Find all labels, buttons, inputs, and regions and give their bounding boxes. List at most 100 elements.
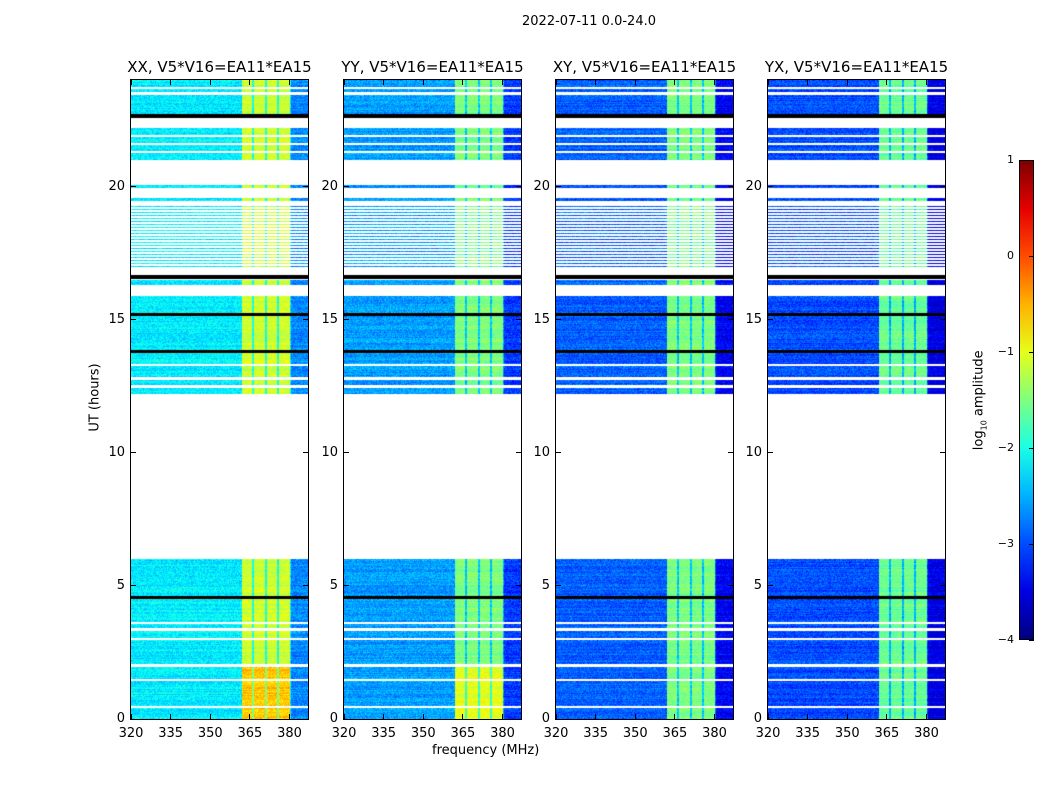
x-tick-mark xyxy=(555,80,557,85)
y-tick-mark xyxy=(728,186,733,187)
y-tick-mark xyxy=(556,186,561,187)
colorbar-tick-mark xyxy=(1029,448,1034,449)
x-tick-mark xyxy=(170,714,172,719)
x-tick-label: 380 xyxy=(702,726,727,741)
x-tick-mark xyxy=(886,80,888,85)
x-tick-label: 365 xyxy=(662,726,688,741)
colorbar-label-log: log xyxy=(971,430,987,451)
y-tick-mark xyxy=(131,718,136,720)
y-tick-mark xyxy=(728,452,733,454)
x-tick-label: 350 xyxy=(622,726,648,741)
x-tick-mark xyxy=(289,714,290,719)
colorbar-tick-label: 1 xyxy=(1007,153,1014,166)
y-tick-label: 0 xyxy=(116,711,125,726)
x-tick-label: 380 xyxy=(490,726,515,741)
colorbar-tick-label: −1 xyxy=(997,345,1014,358)
y-tick-mark xyxy=(303,319,308,321)
y-tick-mark xyxy=(344,452,349,454)
panel-title: XX, V5*V16=EA11*EA15 xyxy=(127,58,312,76)
x-tick-mark xyxy=(249,714,251,719)
y-tick-mark xyxy=(131,186,136,187)
y-tick-mark xyxy=(516,186,521,187)
y-tick-mark xyxy=(940,718,945,720)
x-tick-mark xyxy=(343,714,345,719)
x-tick-mark xyxy=(422,80,424,85)
x-tick-mark xyxy=(767,80,769,85)
x-tick-label: 320 xyxy=(118,726,144,741)
y-tick-mark xyxy=(303,452,308,454)
y-axis-label: UT (hours) xyxy=(87,363,103,432)
x-tick-mark xyxy=(170,80,172,85)
y-tick-label: 15 xyxy=(108,311,125,327)
y-tick-label: 0 xyxy=(541,711,550,726)
colorbar-label: log10 amplitude xyxy=(972,340,989,460)
y-tick-mark xyxy=(728,319,733,321)
y-tick-mark xyxy=(556,718,561,720)
heatmap-panel-yx: YX, V5*V16=EA11*EA15 0 5 10 15 20 320 335 350 365… xyxy=(745,58,948,741)
heatmap-panel-xy: XY, V5*V16=EA11*EA15 0 5 10 15 20 320 335 350 365… xyxy=(533,58,736,741)
x-tick-mark xyxy=(130,80,132,85)
x-tick-mark xyxy=(383,714,385,719)
x-tick-label: 380 xyxy=(277,726,302,741)
y-tick-label: 5 xyxy=(116,577,125,593)
x-tick-mark xyxy=(714,80,715,85)
y-tick-label: 20 xyxy=(533,178,550,194)
y-tick-label: 10 xyxy=(321,444,338,460)
y-tick-label: 15 xyxy=(533,311,550,327)
x-tick-mark xyxy=(714,714,715,719)
y-tick-mark xyxy=(516,585,521,587)
heatmap-image xyxy=(344,80,521,719)
x-tick-mark xyxy=(595,80,597,85)
x-tick-mark xyxy=(634,80,636,85)
x-tick-label: 365 xyxy=(237,726,263,741)
x-tick-mark xyxy=(886,714,888,719)
x-tick-label: 350 xyxy=(410,726,436,741)
y-tick-mark xyxy=(768,319,773,321)
colorbar-tick-label: −2 xyxy=(997,441,1014,454)
x-tick-label: 335 xyxy=(795,726,821,741)
x-tick-label: 320 xyxy=(543,726,569,741)
x-tick-label: 350 xyxy=(197,726,223,741)
figure-title: 2022-07-11 0.0-24.0 xyxy=(522,14,656,29)
y-tick-label: 10 xyxy=(108,444,125,460)
heatmap-image xyxy=(131,80,308,719)
y-tick-label: 0 xyxy=(329,711,338,726)
y-tick-mark xyxy=(768,585,773,587)
x-tick-mark xyxy=(249,80,251,85)
x-tick-mark xyxy=(462,80,464,85)
x-tick-mark xyxy=(846,80,848,85)
y-tick-label: 15 xyxy=(745,311,762,327)
y-tick-mark xyxy=(344,319,349,321)
heatmap-image xyxy=(768,80,945,719)
x-tick-mark xyxy=(634,714,636,719)
y-tick-label: 20 xyxy=(745,178,762,194)
y-tick-label: 15 xyxy=(321,311,338,327)
x-tick-mark xyxy=(130,714,132,719)
x-tick-label: 350 xyxy=(834,726,860,741)
colorbar-tick-label: −4 xyxy=(997,633,1014,646)
y-tick-mark xyxy=(940,319,945,321)
x-tick-label: 335 xyxy=(583,726,609,741)
x-tick-mark xyxy=(422,714,424,719)
y-tick-label: 5 xyxy=(329,577,338,593)
y-tick-mark xyxy=(303,186,308,187)
colorbar-tick-mark xyxy=(1029,640,1034,641)
y-tick-mark xyxy=(768,186,773,187)
y-tick-label: 0 xyxy=(753,711,762,726)
y-tick-mark xyxy=(303,718,308,720)
y-tick-mark xyxy=(131,319,136,321)
heatmap-panel-yy: YY, V5*V16=EA11*EA15 0 5 10 15 20 320 335 350 365… xyxy=(321,58,523,741)
y-tick-mark xyxy=(131,452,136,454)
colorbar-tick-label: −3 xyxy=(997,537,1014,550)
y-tick-mark xyxy=(344,186,349,187)
x-tick-mark xyxy=(674,80,676,85)
y-tick-mark xyxy=(516,319,521,321)
x-tick-mark xyxy=(289,80,290,85)
x-tick-label: 320 xyxy=(331,726,357,741)
x-tick-label: 320 xyxy=(755,726,781,741)
y-tick-mark xyxy=(344,718,349,720)
y-tick-label: 5 xyxy=(753,577,762,593)
x-tick-mark xyxy=(209,80,211,85)
y-tick-mark xyxy=(940,186,945,187)
y-tick-mark xyxy=(728,585,733,587)
